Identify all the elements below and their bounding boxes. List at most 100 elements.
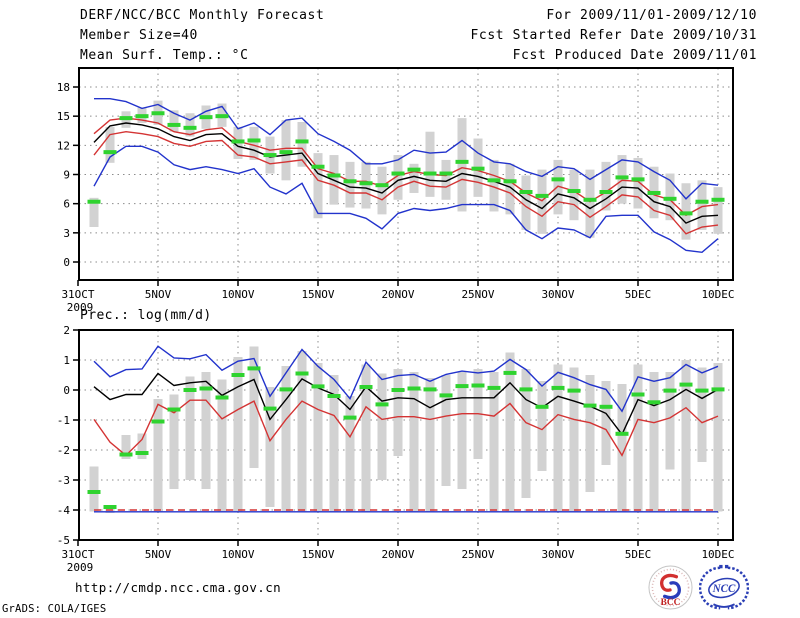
- x-tick-label: 31OCT: [61, 288, 94, 301]
- y-tick-label: -1: [57, 414, 70, 427]
- observation-marker: [567, 189, 581, 194]
- ncc-logo-label: NCC: [712, 583, 736, 595]
- ensemble-spread-bar: [521, 369, 531, 498]
- ensemble-spread-bar: [313, 363, 323, 512]
- member-size-label: Member Size=40: [80, 28, 198, 43]
- observation-marker: [359, 385, 373, 389]
- observation-marker: [215, 395, 229, 400]
- ensemble-spread-bar: [505, 352, 515, 512]
- x-tick-label: 25NOV: [461, 288, 494, 301]
- ensemble-spread-bar: [89, 466, 99, 512]
- observation-marker: [583, 197, 597, 202]
- x-tick-label: 15NOV: [301, 288, 334, 301]
- y-tick-label: -5: [57, 534, 70, 547]
- observation-marker: [679, 211, 693, 216]
- ncc-ribbon: [713, 603, 735, 608]
- y-tick-label: 18: [57, 81, 70, 94]
- produced-date-label: Fcst Produced Date 2009/11/01: [512, 48, 757, 63]
- ensemble-spread-bar: [281, 366, 291, 512]
- ensemble-spread-bar: [585, 169, 595, 238]
- observation-marker: [375, 183, 389, 188]
- x-tick-label: 10DEC: [701, 548, 734, 561]
- bcc-swirl-blue: [662, 580, 681, 599]
- ensemble-spread-bar: [697, 180, 707, 230]
- observation-marker: [119, 116, 133, 121]
- observation-marker: [631, 392, 645, 397]
- observation-marker: [183, 125, 197, 130]
- ensemble-spread-bar: [457, 372, 467, 489]
- grads-credit: GrADS: COLA/IGES: [2, 603, 107, 615]
- observation-marker: [263, 406, 277, 411]
- y-tick-label: -2: [57, 444, 70, 457]
- observation-marker: [215, 114, 229, 119]
- ensemble-spread-bar: [105, 126, 115, 163]
- observation-marker: [343, 179, 357, 184]
- ensemble-spread-bar: [105, 505, 115, 513]
- lower-quartile-line: [93, 130, 719, 235]
- observation-marker: [599, 190, 613, 195]
- observation-marker: [503, 179, 517, 184]
- bcc-logo-text-ring: [651, 568, 690, 606]
- ensemble-spread-bar: [585, 375, 595, 492]
- observation-marker: [439, 393, 453, 398]
- observation-marker: [631, 177, 645, 182]
- ensemble-spread-bar: [185, 113, 195, 137]
- observation-marker: [663, 388, 677, 393]
- observation-marker: [263, 153, 277, 158]
- observation-marker: [503, 370, 517, 375]
- ensemble-spread-bar: [345, 396, 355, 512]
- ensemble-spread-bar: [553, 364, 563, 512]
- observation-marker: [583, 403, 597, 408]
- y-tick-label: 15: [57, 110, 70, 123]
- observation-marker: [311, 164, 325, 169]
- ensemble-spread-bar: [297, 122, 307, 167]
- observation-marker: [647, 190, 661, 195]
- observation-marker: [87, 490, 101, 494]
- year-label: 2009: [67, 301, 94, 314]
- ensemble-spread-bar: [297, 351, 307, 512]
- observation-marker: [135, 451, 149, 455]
- ensemble-spread-bar: [681, 360, 691, 512]
- y-tick-label: -4: [57, 504, 71, 517]
- ensemble-min-line: [93, 145, 719, 254]
- ensemble-spread-bar: [153, 399, 163, 512]
- observation-marker: [663, 196, 677, 201]
- observation-marker: [359, 181, 373, 186]
- observation-marker: [471, 383, 485, 388]
- y-tick-label: 0: [63, 256, 70, 269]
- ensemble-spread-bar: [489, 159, 499, 212]
- ensemble-spread-bar: [121, 435, 131, 459]
- observation-marker: [311, 384, 325, 389]
- observation-marker: [535, 404, 549, 409]
- ensemble-spread-bar: [713, 187, 723, 234]
- y-tick-label: -3: [57, 474, 70, 487]
- observation-marker: [439, 171, 453, 176]
- y-tick-label: 12: [57, 139, 70, 152]
- ensemble-spread-bar: [249, 346, 259, 468]
- observation-marker: [599, 404, 613, 409]
- observation-marker: [183, 388, 197, 392]
- ensemble-spread-bar: [441, 375, 451, 486]
- x-tick-label: 20NOV: [381, 288, 414, 301]
- observation-marker: [167, 122, 181, 127]
- observation-marker: [151, 419, 165, 424]
- observation-marker: [679, 382, 693, 387]
- observation-marker: [119, 452, 133, 457]
- observation-marker: [551, 177, 565, 182]
- ncc-top-glyph: [719, 564, 723, 569]
- ncc-center-ellipse: [708, 577, 740, 599]
- ncc-wreath-left: [699, 566, 721, 610]
- observation-marker: [343, 415, 357, 420]
- ensemble-spread-bar: [233, 357, 243, 512]
- ncc-logo-icon: NCC: [699, 564, 749, 610]
- ensemble-spread-bar: [425, 131, 435, 197]
- ensemble-spread-bar: [393, 369, 403, 456]
- ensemble-spread-bar: [537, 169, 547, 234]
- ensemble-spread-bar: [361, 364, 371, 512]
- observation-marker: [519, 190, 533, 195]
- ensemble-spread-bar: [265, 387, 275, 507]
- ensemble-spread-bar: [425, 378, 435, 512]
